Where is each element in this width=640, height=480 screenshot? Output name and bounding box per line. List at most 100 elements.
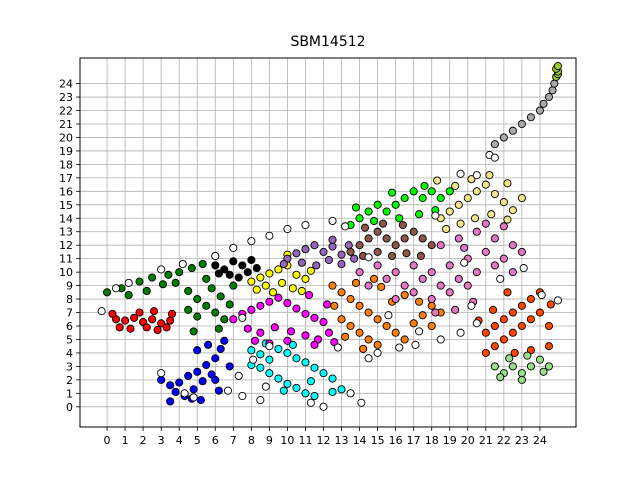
data-point <box>427 241 436 250</box>
data-point <box>108 309 117 318</box>
data-point <box>535 308 544 317</box>
data-point <box>537 290 546 300</box>
data-point <box>292 249 301 258</box>
data-point <box>355 241 364 250</box>
data-point <box>301 309 310 318</box>
data-point <box>247 255 256 265</box>
data-point <box>184 305 193 314</box>
data-point <box>310 241 319 250</box>
x-tick-label: 17 <box>407 434 421 447</box>
data-point <box>211 261 220 270</box>
data-point <box>220 336 229 345</box>
y-tick-label: 3 <box>66 360 73 373</box>
data-point <box>265 342 274 351</box>
data-point <box>148 273 157 282</box>
data-point <box>247 305 256 314</box>
data-point <box>328 387 337 397</box>
data-point <box>346 321 355 331</box>
data-point <box>256 396 265 405</box>
x-tick-label: 2 <box>140 434 147 447</box>
data-point <box>472 268 481 277</box>
data-point <box>346 247 355 256</box>
data-point <box>97 307 106 316</box>
data-point <box>409 288 418 297</box>
data-point <box>344 241 353 250</box>
data-point <box>499 222 508 231</box>
data-point <box>544 342 553 351</box>
x-tick-label: 14 <box>353 434 367 447</box>
data-point <box>400 281 409 290</box>
data-point <box>337 259 346 269</box>
data-point <box>508 206 517 215</box>
data-point <box>265 297 274 306</box>
data-point <box>454 234 463 243</box>
data-point <box>346 389 355 398</box>
x-tick-label: 9 <box>266 434 273 447</box>
data-point <box>310 363 319 372</box>
x-tick-label: 10 <box>280 434 294 447</box>
data-point <box>510 348 519 357</box>
data-point <box>328 242 337 251</box>
data-point <box>517 247 526 256</box>
data-point <box>135 308 144 317</box>
data-point <box>292 304 301 313</box>
data-point <box>193 346 202 355</box>
y-tick-label: 14 <box>59 212 73 225</box>
plot-frame <box>79 57 577 428</box>
data-point <box>355 328 364 337</box>
data-point <box>382 207 391 216</box>
data-point <box>252 285 261 294</box>
data-point <box>377 282 386 291</box>
y-tick-label: 5 <box>66 333 73 346</box>
y-tick-label: 22 <box>59 105 73 118</box>
data-point <box>337 288 346 297</box>
data-point <box>189 327 198 336</box>
data-point <box>490 153 499 162</box>
data-point <box>398 220 407 230</box>
data-point <box>373 340 382 349</box>
data-point <box>499 198 508 207</box>
data-point <box>306 377 315 386</box>
data-point <box>427 295 436 304</box>
x-tick-label: 11 <box>298 434 312 447</box>
data-point <box>301 220 310 230</box>
data-point <box>409 187 418 196</box>
data-point <box>350 254 359 263</box>
x-tick-label: 15 <box>371 434 385 447</box>
data-point <box>234 371 243 380</box>
data-point <box>451 181 460 190</box>
data-point <box>431 308 440 317</box>
data-point <box>328 281 337 290</box>
data-point <box>364 281 373 290</box>
data-point <box>460 258 469 267</box>
data-point <box>539 367 548 376</box>
data-point <box>391 268 400 277</box>
x-tick-label: 22 <box>497 434 511 447</box>
data-point <box>157 369 166 378</box>
data-point <box>454 274 463 283</box>
data-point <box>306 398 315 407</box>
data-point <box>310 340 319 349</box>
data-point <box>310 391 319 401</box>
data-point <box>369 216 379 226</box>
data-point <box>508 362 517 371</box>
data-point <box>180 389 189 398</box>
data-point <box>445 288 454 297</box>
data-point <box>292 383 301 392</box>
data-point <box>283 348 292 357</box>
data-point <box>526 113 535 122</box>
data-point <box>445 261 454 270</box>
data-point <box>305 290 314 300</box>
y-tick-label: 4 <box>66 347 73 360</box>
data-point <box>395 214 404 223</box>
data-point <box>112 284 121 293</box>
data-point <box>373 315 382 324</box>
data-point <box>364 308 373 317</box>
data-point <box>427 321 436 331</box>
data-point <box>391 328 400 337</box>
y-tick-label: 16 <box>59 185 73 198</box>
data-point <box>229 315 238 324</box>
data-point <box>418 194 427 203</box>
data-point <box>207 284 216 293</box>
data-point <box>508 328 517 337</box>
